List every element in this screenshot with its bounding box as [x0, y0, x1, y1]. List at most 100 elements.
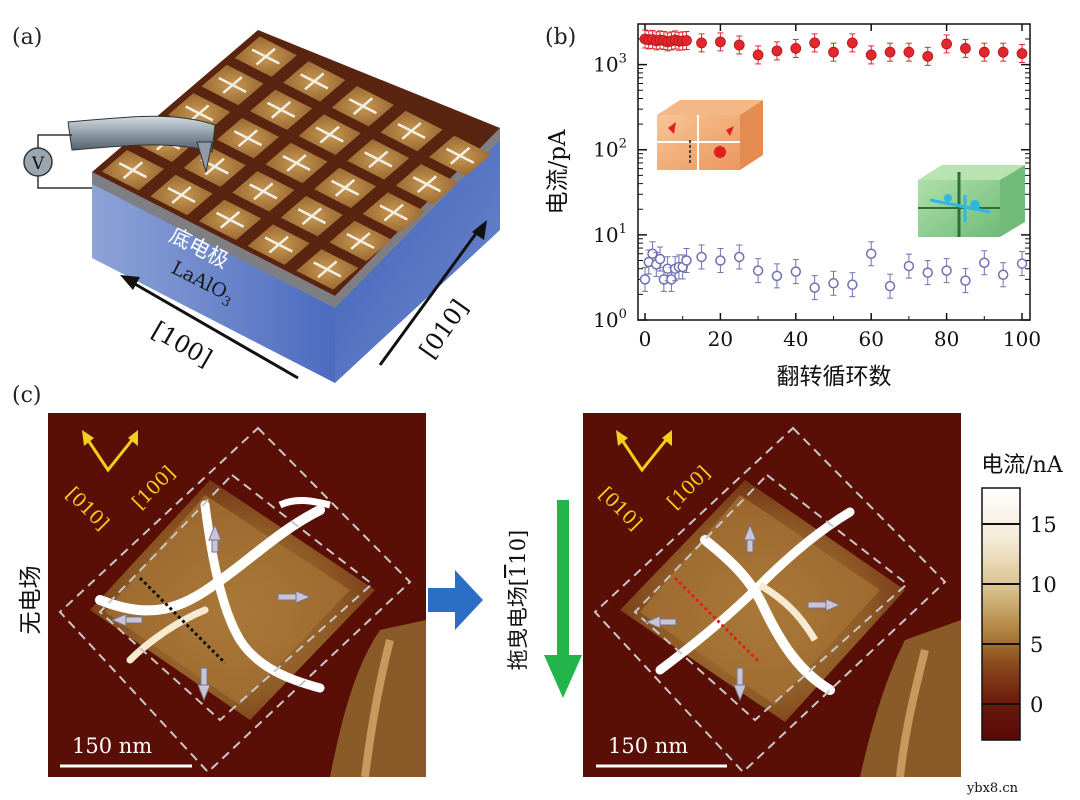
data-point-open [1016, 258, 1028, 269]
data-point-filled [941, 38, 952, 50]
afm-image-left [48, 413, 426, 777]
data-point-filled [922, 50, 934, 62]
substrate-right [335, 135, 500, 383]
panel-b: (b) 0 20 40 60 80 100 100 101 102 103 [545, 23, 1041, 390]
colorbar-ticks: 0 5 10 15 [982, 513, 1057, 717]
scale-bar-label-right: 150 nm [608, 734, 688, 758]
domain-wall-line [253, 182, 274, 201]
polarization-arrows-left [110, 523, 312, 702]
domain-wall-line [368, 150, 389, 169]
panel-a: (a) 底电极 LaAlO3 V [100] [010] [12, 25, 500, 383]
drag-field-arrow-shaft [557, 500, 569, 660]
data-point-filled [903, 46, 915, 58]
domain-wall-line [171, 186, 192, 204]
data-point-filled [828, 46, 839, 58]
domain-wall-line [401, 122, 422, 140]
transition-arrow-icon [428, 570, 483, 630]
data-point-filled [715, 36, 726, 48]
data-point-open [681, 255, 692, 266]
domain-wall-line [304, 72, 325, 91]
data-point-open [847, 279, 858, 290]
panel-label-b: (b) [545, 25, 576, 50]
domain-wall-line [189, 104, 210, 123]
colorbar-tick-label: 0 [1030, 693, 1043, 717]
data-point-open [884, 280, 896, 292]
data-point-open [639, 274, 651, 285]
domain-wall-line [352, 97, 374, 116]
scale-bar-label-left: 150 nm [72, 734, 152, 758]
afm-image-right [583, 413, 961, 777]
data-point-open [696, 251, 707, 263]
colorbar-tick-label: 10 [1030, 573, 1057, 597]
axis-010-arrow [378, 227, 482, 366]
data-point-filled [696, 37, 707, 49]
panel-label-a: (a) [12, 25, 42, 50]
y-axis-ticks: 100 101 102 103 [593, 23, 1030, 332]
data-point-filled [1016, 48, 1028, 59]
profile-line-left [138, 576, 227, 665]
domain-outline-right [593, 426, 947, 774]
data-point-open [647, 248, 658, 260]
drag-field-arrowhead-icon [544, 655, 582, 698]
y-tick-label: 101 [593, 222, 627, 247]
drag-field-label: 拖曳电场[110] [506, 530, 530, 671]
data-point-open [922, 267, 933, 278]
data-point-filled [681, 35, 692, 46]
data-point-filled [846, 37, 858, 49]
data-point-open [715, 255, 726, 266]
data-point-filled [790, 43, 802, 54]
data-point-filled [733, 39, 745, 51]
x-tick-label: 40 [783, 327, 808, 351]
x-axis-ticks: 0 20 40 60 80 100 [639, 24, 1041, 351]
data-point-open [752, 265, 764, 276]
bottom-electrode-layer [92, 128, 500, 308]
y-axis-label: 电流/pA [545, 129, 571, 214]
x-tick-label: 100 [1003, 327, 1041, 351]
domain-wall-line [237, 129, 259, 148]
data-point-open [809, 282, 820, 293]
data-point-open [666, 274, 677, 285]
axis-010-arrowhead [472, 220, 487, 240]
data-point-filled [771, 45, 783, 57]
data-point-open [941, 265, 952, 276]
y-tick-label: 102 [593, 137, 627, 162]
domain-wall-line [317, 260, 338, 279]
probe-tip [196, 141, 213, 173]
colorbar [981, 487, 1021, 741]
domain-wall-line [255, 47, 276, 66]
colorbar-tick-label: 15 [1030, 513, 1057, 537]
data-point-filled [960, 43, 971, 54]
x-tick-label: 20 [708, 327, 733, 351]
afm-probe [67, 115, 216, 153]
domain-wall-line [204, 157, 225, 176]
domain-wall-line [319, 125, 340, 144]
nanoisland-array [101, 36, 492, 290]
x-axis-label: 翻转循环数 [777, 364, 892, 390]
domain-wall-line [301, 207, 323, 226]
data-point-open [734, 251, 745, 263]
domain-wall-line [268, 235, 289, 254]
domain-outline-left [58, 426, 412, 774]
inset-cube-green-icon [918, 165, 1025, 237]
domain-wall-line [122, 161, 144, 180]
domain-wall-line [416, 175, 438, 194]
y-tick-label: 103 [593, 52, 627, 77]
domain-wall-line [270, 100, 292, 119]
data-series [639, 29, 1028, 301]
data-point-filled [865, 49, 877, 61]
substrate-front [92, 180, 335, 383]
watermark: ybx8.cn [966, 781, 1019, 796]
inset-cube-orange-icon [657, 100, 763, 170]
domain-wall-line [286, 154, 307, 172]
data-point-open [979, 257, 990, 269]
profile-line-right [673, 576, 762, 665]
axis-100-arrow [127, 278, 299, 380]
colorbar-tick-label: 5 [1030, 633, 1043, 657]
voltmeter-icon [23, 147, 53, 177]
data-point-filled [809, 37, 821, 49]
data-point-open [790, 266, 802, 277]
voltmeter-label: V [31, 154, 45, 174]
domain-wall-line [383, 203, 404, 222]
data-point-open [654, 253, 666, 265]
